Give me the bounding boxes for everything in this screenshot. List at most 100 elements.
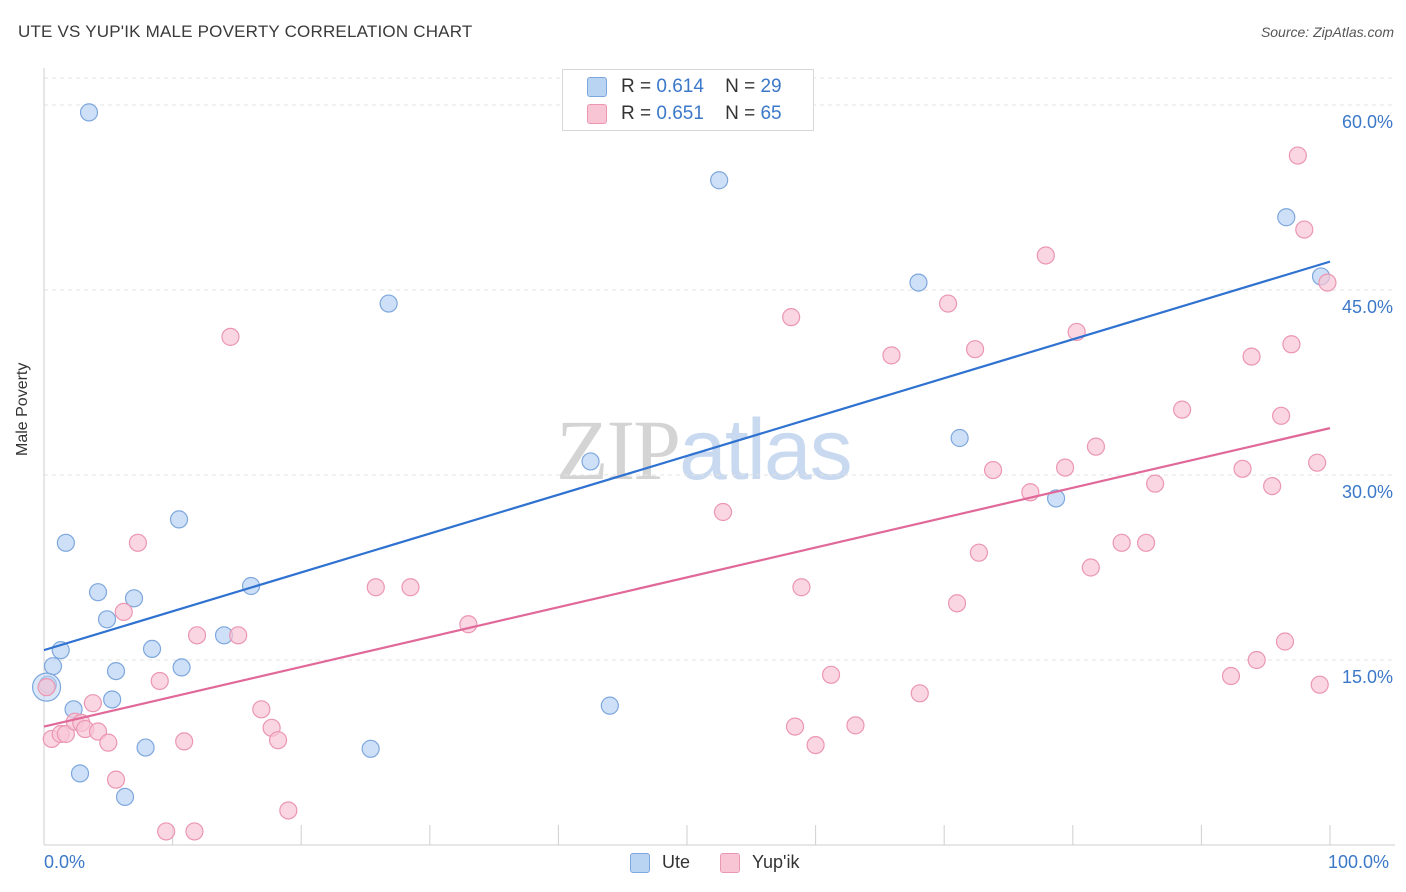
yupik-point: [56, 724, 75, 744]
ute-n-label: N =: [725, 76, 756, 97]
ute-point: [379, 294, 398, 313]
yupik-point: [1233, 459, 1252, 478]
grid-layer: [44, 77, 1395, 661]
trend-lines: [43, 260, 1331, 728]
ute-point: [600, 696, 619, 715]
yupik-swatch: [587, 104, 607, 124]
ute-points: [31, 103, 1331, 807]
yupik-point: [268, 731, 288, 750]
ute-point: [56, 533, 75, 552]
yupik-point: [1247, 650, 1266, 670]
ute-point: [106, 661, 126, 681]
ute-point: [103, 690, 122, 709]
yupik-trend-line: [43, 427, 1331, 728]
yupik-point: [1055, 458, 1075, 477]
yupik-point: [1263, 477, 1282, 496]
yupik-point: [185, 822, 204, 841]
ute-point: [136, 738, 155, 757]
yupik-point: [1282, 335, 1301, 354]
ute-point: [43, 657, 63, 676]
yupik-point: [1112, 533, 1131, 552]
yupik-point: [782, 308, 801, 327]
ute-point: [79, 103, 99, 122]
y-tick-label: 30.0%: [1342, 482, 1393, 502]
ute-point: [909, 273, 928, 292]
legend-item-yupik[interactable]: Yup'ik: [720, 852, 800, 873]
yupik-point: [157, 822, 176, 841]
legend-row-yupik: R = 0.651 N = 65: [587, 102, 782, 126]
yupik-point: [366, 578, 385, 597]
yupik-point: [1036, 246, 1055, 265]
yupik-point: [99, 733, 118, 752]
yupik-point: [175, 732, 194, 751]
ute-point: [97, 610, 117, 629]
yupik-point: [821, 665, 841, 684]
yupik-r-value: 0.651: [656, 103, 704, 124]
yupik-point: [252, 700, 271, 719]
yupik-point: [1295, 220, 1314, 239]
yupik-point: [1081, 558, 1100, 577]
yupik-point: [128, 533, 147, 552]
ute-point: [1046, 489, 1066, 508]
axis-layer: [43, 68, 1395, 846]
ute-point: [361, 739, 380, 758]
yupik-point: [221, 327, 240, 346]
x-tick-label-min: 0.0%: [44, 852, 86, 872]
yupik-point: [713, 502, 733, 522]
yupik-point: [882, 346, 901, 365]
yupik-legend-label: Yup'ik: [752, 852, 800, 872]
ute-legend-label: Ute: [662, 852, 691, 872]
yupik-point: [37, 678, 56, 697]
ute-point: [172, 658, 191, 677]
yupik-point: [1173, 400, 1192, 419]
y-tick-label: 15.0%: [1342, 667, 1393, 687]
ute-point: [70, 764, 90, 783]
yupik-point: [229, 626, 248, 645]
yupik-point: [983, 460, 1003, 480]
ute-point: [169, 510, 189, 529]
ute-n-value: 29: [760, 76, 782, 97]
yupik-points: [37, 146, 1337, 841]
yupik-point: [187, 626, 207, 645]
ute-point: [115, 787, 135, 807]
legend-item-ute[interactable]: Ute: [630, 852, 690, 873]
yupik-point: [965, 340, 985, 359]
ute-point: [142, 639, 162, 659]
yupik-point: [1310, 675, 1329, 694]
yupik-n-label: N =: [725, 103, 756, 124]
ute-r-label: R =: [621, 76, 652, 97]
yupik-point: [1242, 347, 1261, 366]
yupik-point: [792, 578, 811, 597]
yupik-point: [1308, 453, 1327, 472]
yupik-point: [1146, 474, 1165, 493]
ute-point: [710, 171, 729, 190]
ute-swatch: [587, 77, 607, 97]
y-tick-labels: 15.0% 30.0% 45.0% 60.0%: [1342, 112, 1393, 687]
yupik-point: [806, 735, 825, 755]
ute-point: [124, 589, 144, 608]
yupik-point: [1288, 146, 1307, 165]
yupik-point: [1272, 406, 1291, 425]
yupik-point: [1086, 437, 1106, 456]
yupik-stat: R = 0.651 N = 65: [621, 103, 782, 125]
ute-point: [88, 583, 108, 602]
yupik-point: [106, 770, 126, 789]
yupik-point: [1137, 533, 1156, 552]
yupik-legend-swatch: [720, 852, 741, 873]
ute-trend-line: [43, 260, 1331, 652]
yupik-point: [1318, 273, 1337, 292]
series-legend: Ute Yup'ik: [630, 852, 830, 873]
yupik-point: [88, 722, 108, 741]
yupik-point: [279, 801, 298, 820]
ute-r-value: 0.614: [656, 76, 704, 97]
y-tick-label: 45.0%: [1342, 297, 1393, 317]
yupik-point: [83, 694, 102, 713]
ute-point: [581, 452, 600, 471]
yupik-point: [938, 294, 958, 313]
x-tick-label-max: 100.0%: [1328, 852, 1390, 872]
yupik-point: [846, 716, 865, 735]
yupik-n-value: 65: [760, 103, 782, 124]
yupik-point: [150, 671, 169, 691]
y-tick-label: 60.0%: [1342, 112, 1393, 132]
